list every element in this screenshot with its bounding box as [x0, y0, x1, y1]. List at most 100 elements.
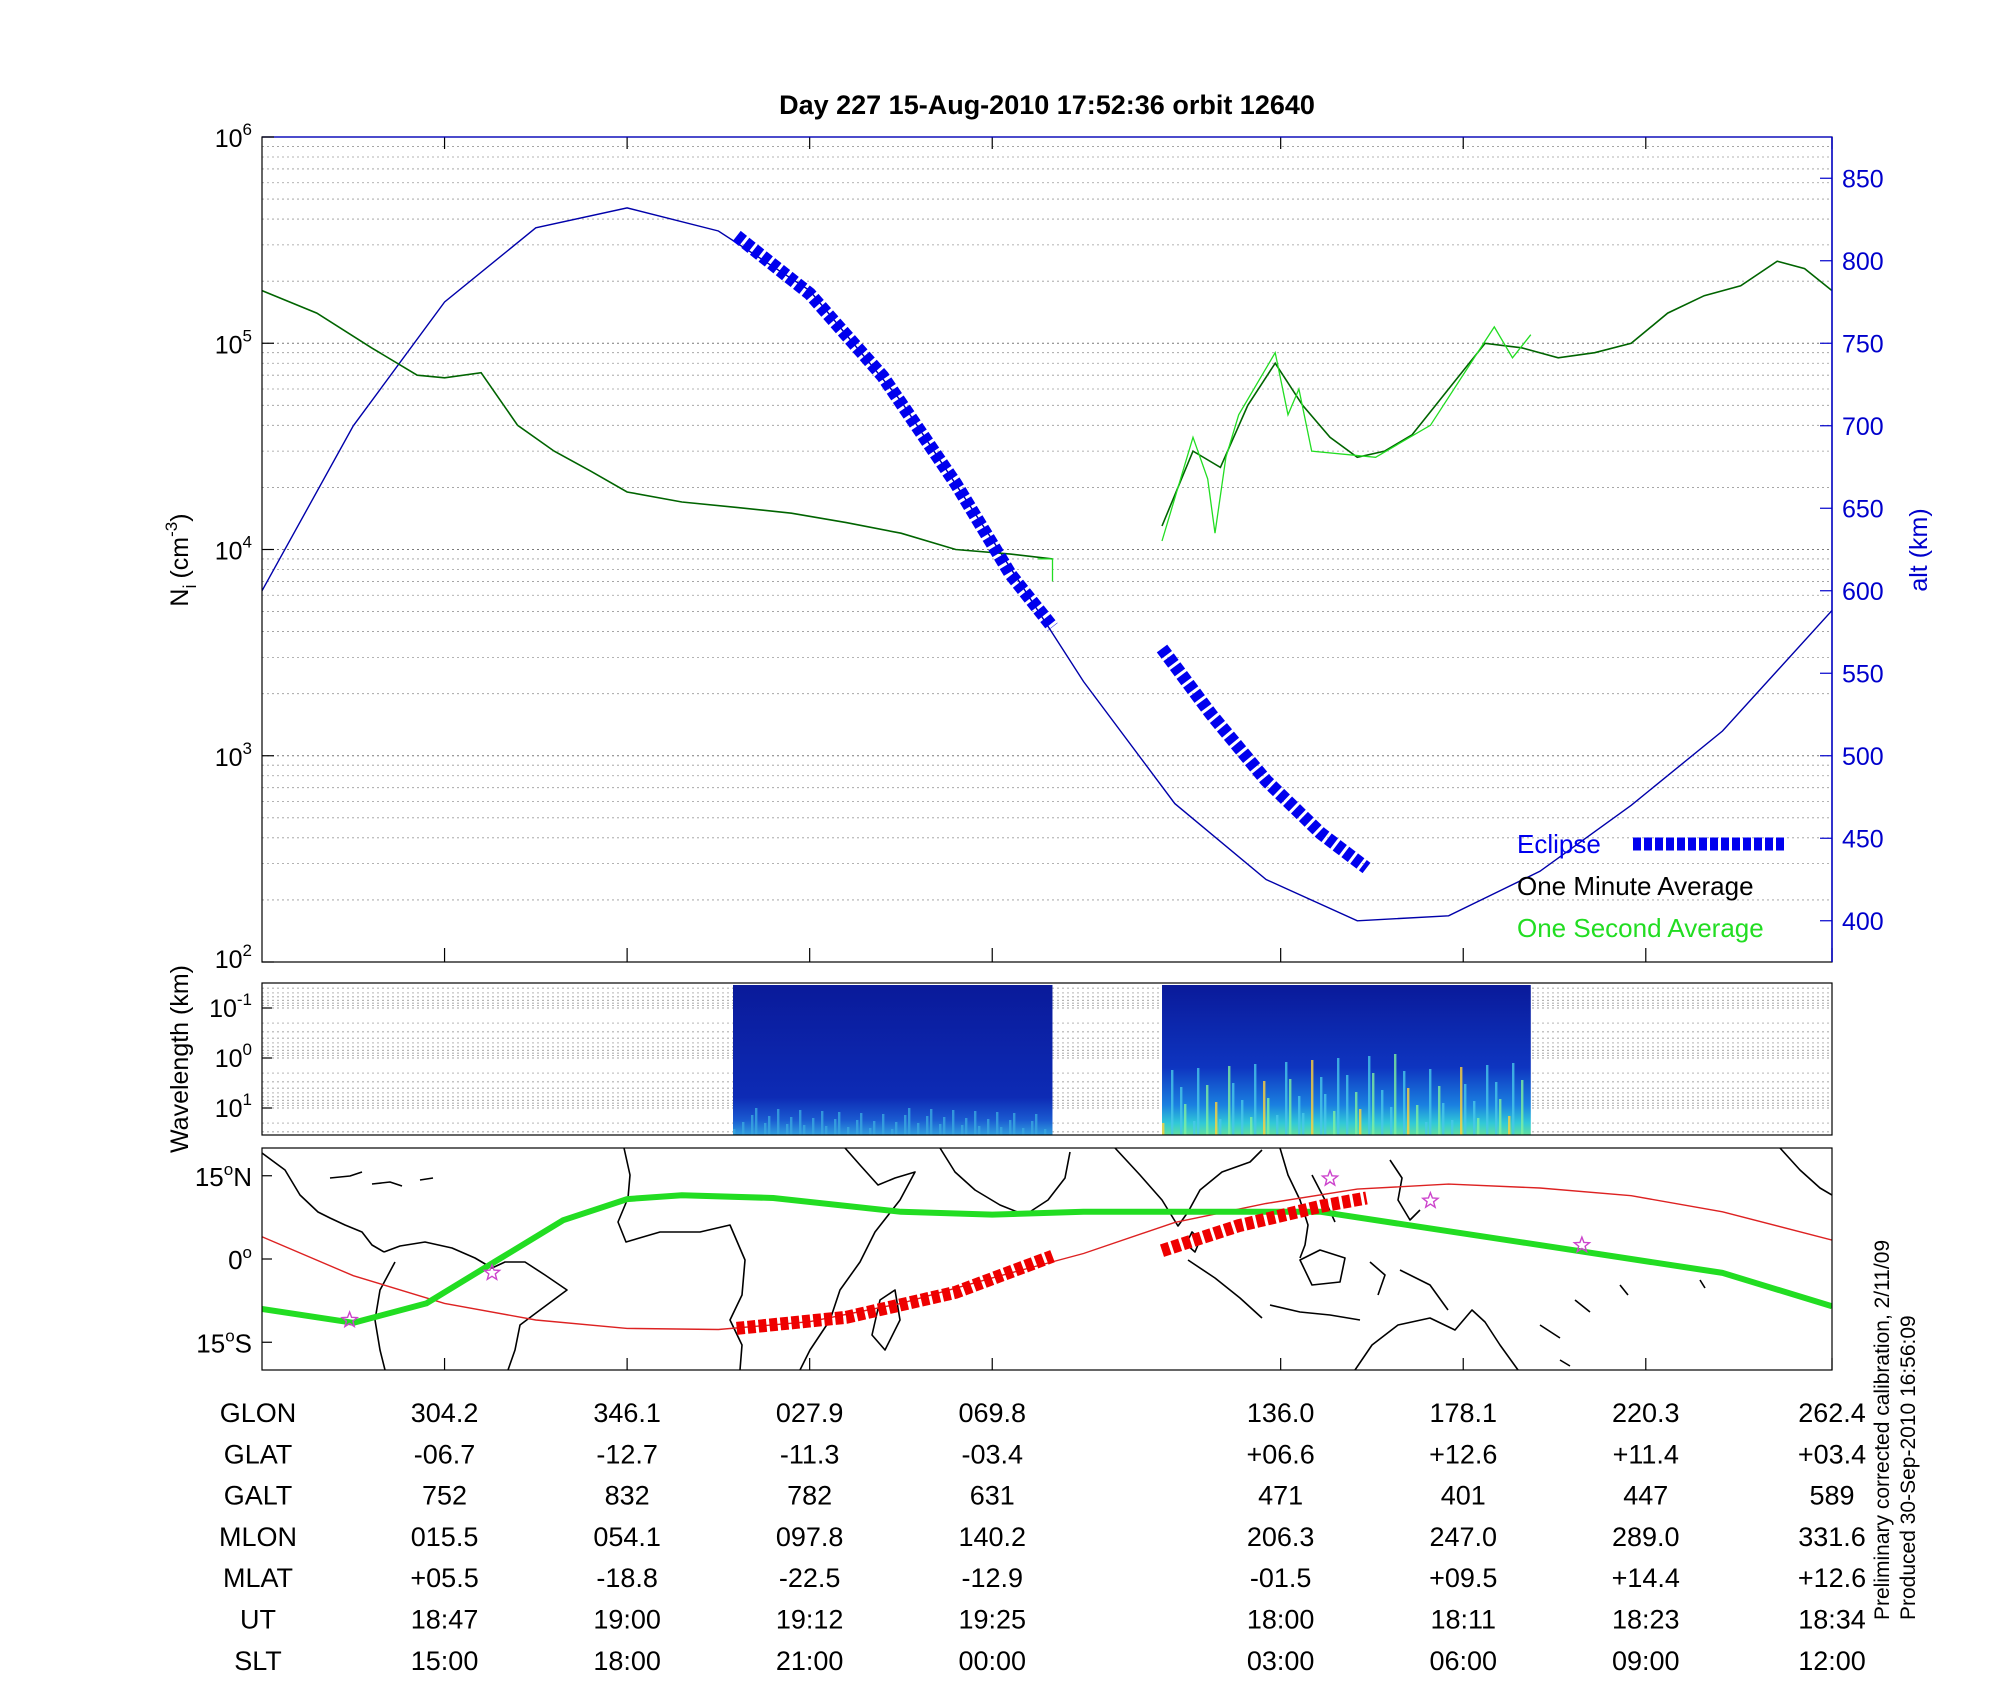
map-y-ticks: 15oN 0o 15oS: [195, 1160, 1833, 1370]
spectrogram-streak: [742, 1122, 745, 1135]
spectrogram-streak: [1219, 1119, 1222, 1135]
map-series: [262, 1168, 1832, 1335]
eclipse-segment: [1156, 644, 1371, 874]
table-cell: +12.6: [1798, 1563, 1866, 1593]
spectrogram-streak: [1254, 1064, 1257, 1135]
table-cell: +06.6: [1247, 1439, 1315, 1469]
spectrogram-streak: [1337, 1058, 1340, 1135]
spectrogram-streak: [965, 1118, 968, 1135]
spectrogram-streak: [1162, 1123, 1165, 1135]
table-cell: 206.3: [1247, 1522, 1315, 1552]
coastline-australia: [1354, 1309, 1519, 1370]
table-cell: +09.5: [1429, 1563, 1497, 1593]
table-cell: 00:00: [958, 1646, 1026, 1676]
y-tick-label: 106: [215, 120, 252, 153]
spectrogram-streak: [799, 1110, 802, 1135]
star-marker: [1320, 1168, 1340, 1187]
altitude-tick-label: 600: [1842, 578, 1884, 606]
spectrogram-streak: [1241, 1100, 1244, 1135]
spectrogram-streak: [1486, 1065, 1489, 1135]
table-cell: 262.4: [1798, 1398, 1866, 1428]
spectrogram-streak: [1512, 1063, 1515, 1135]
spectrogram-streak: [1302, 1113, 1305, 1135]
table-cell: -06.7: [414, 1439, 476, 1469]
table-cell: 19:25: [958, 1605, 1026, 1635]
spectrogram-streak: [755, 1108, 758, 1135]
spectrogram-streak: [1381, 1090, 1384, 1135]
spectrogram-streak: [1473, 1101, 1476, 1135]
spectrogram-streak: [1171, 1070, 1174, 1135]
spectrogram-streak: [882, 1114, 885, 1135]
spectrogram-streak: [1267, 1098, 1270, 1135]
spectrogram-streak: [777, 1109, 780, 1135]
spectrogram-streak: [856, 1120, 859, 1135]
one-second-average-line: [1161, 325, 1532, 542]
table-cell: 304.2: [411, 1398, 479, 1428]
legend-eclipse-label: Eclipse: [1517, 829, 1601, 859]
eclipse-segment: [732, 230, 1058, 632]
legend-second-label: One Second Average: [1517, 913, 1764, 943]
table-cell: 832: [605, 1481, 650, 1511]
spectrogram-block-low: [733, 985, 1053, 1135]
spectrogram-streak: [1460, 1067, 1463, 1135]
spectrogram-streak: [1320, 1077, 1323, 1135]
spectrogram-streak: [961, 1125, 964, 1135]
lat-tick-label: 0o: [228, 1243, 252, 1275]
chart-title: Day 227 15-Aug-2010 17:52:36 orbit 12640: [779, 90, 1315, 120]
spectrogram-streak: [1425, 1122, 1428, 1135]
table-cell: 18:00: [593, 1646, 661, 1676]
one-second-average-line: [1037, 558, 1054, 582]
table-cell: -12.9: [961, 1563, 1023, 1593]
spectrogram-streak: [1180, 1087, 1183, 1135]
table-cell: 18:34: [1798, 1605, 1866, 1635]
spectrogram-streak: [1442, 1103, 1445, 1135]
table-row-label: GALT: [224, 1481, 293, 1511]
spectrogram-streak: [1311, 1060, 1314, 1135]
table-cell: 140.2: [958, 1522, 1026, 1552]
spectrogram-streak: [768, 1116, 771, 1135]
wavelength-y-ticks: 10-1 100 101: [209, 990, 272, 1123]
spectrogram-streak: [821, 1111, 824, 1135]
coastline-caribbean: [329, 1171, 434, 1187]
table-cell: -22.5: [779, 1563, 841, 1593]
altitude-tick-label: 450: [1842, 825, 1884, 853]
spectrogram-streak: [1355, 1092, 1358, 1135]
map-panel: 15oN 0o 15oS: [195, 1147, 1833, 1371]
table-cell: 178.1: [1429, 1398, 1497, 1428]
spectrogram-streak: [987, 1119, 990, 1135]
spectrogram-streak: [838, 1112, 841, 1135]
spectrogram-streak: [1035, 1114, 1038, 1135]
spectrogram-streak: [926, 1116, 929, 1135]
eclipse-track-segment: [736, 1250, 1055, 1335]
coastline-africa: [617, 1148, 916, 1370]
table-cell: 03:00: [1247, 1646, 1315, 1676]
spectrogram-streak: [1368, 1056, 1371, 1135]
dip-equator-line: [262, 1192, 1832, 1326]
spectrogram-streak: [943, 1117, 946, 1135]
table-cell: 331.6: [1798, 1522, 1866, 1552]
table-cell: 471: [1258, 1481, 1303, 1511]
spectrogram-streak: [1477, 1118, 1480, 1135]
wavelength-frame: [261, 982, 1833, 1136]
spectrogram-streak: [751, 1115, 754, 1135]
spectrogram-streak: [1285, 1062, 1288, 1135]
altitude-tick-label: 850: [1842, 165, 1884, 193]
table-cell: 097.8: [776, 1522, 844, 1552]
spectrogram-streak: [1346, 1075, 1349, 1135]
spectrogram-streak: [1416, 1105, 1419, 1135]
table-cell: 054.1: [593, 1522, 661, 1552]
table-cell: 12:00: [1798, 1646, 1866, 1676]
table-row-label: MLAT: [223, 1563, 293, 1593]
spectrogram-streak: [908, 1108, 911, 1135]
table-cell: 21:00: [776, 1646, 844, 1676]
table-cell: 346.1: [593, 1398, 661, 1428]
spectrogram-streak: [930, 1109, 933, 1135]
table-cell: 447: [1623, 1481, 1668, 1511]
wavelength-y-label: Wavelength (km): [166, 965, 194, 1153]
table-cell: 18:47: [411, 1605, 479, 1635]
spectrogram-streak: [1022, 1128, 1025, 1135]
density-y-ticks: 102 103 104 105 106: [215, 120, 274, 974]
spectrogram-streak: [952, 1110, 955, 1135]
spectrogram-streak: [873, 1121, 876, 1135]
spectrogram-streak: [1451, 1120, 1454, 1135]
